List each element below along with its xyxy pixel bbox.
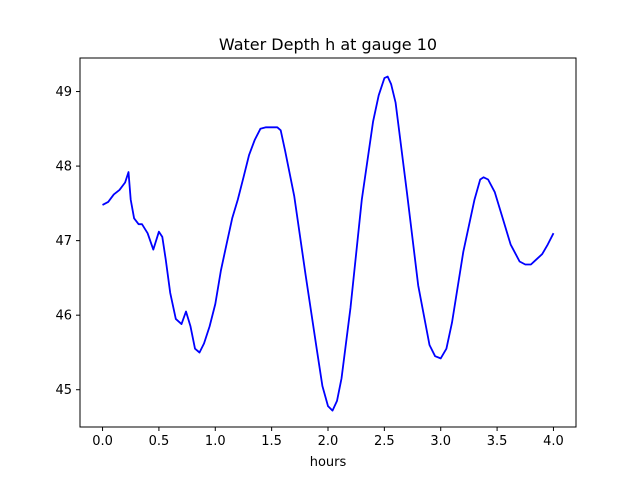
x-tick-label: 1.5 (261, 434, 282, 449)
y-tick-label: 49 (55, 85, 72, 100)
series-line (102, 75, 555, 412)
y-tick-label: 47 (55, 234, 72, 249)
x-tick-label: 2.0 (318, 434, 339, 449)
y-tick-label: 48 (55, 160, 72, 175)
x-tick-label: 3.0 (430, 434, 451, 449)
x-axis-label: hours (310, 455, 347, 470)
plot-frame (79, 57, 577, 428)
y-axis-ticks: 45 46 47 48 49 (55, 85, 80, 398)
x-tick-label: 1.0 (205, 434, 226, 449)
x-tick-label: 0.0 (92, 434, 113, 449)
x-axis-ticks: 0.0 0.5 1.0 1.5 2.0 2.5 3.0 3.5 4.0 (92, 427, 564, 449)
x-tick-label: 0.5 (149, 434, 170, 449)
y-tick-label: 46 (55, 309, 72, 324)
x-tick-label: 4.0 (543, 434, 564, 449)
chart-title: Water Depth h at gauge 10 (219, 35, 437, 54)
x-tick-label: 2.5 (374, 434, 395, 449)
y-tick-label: 45 (55, 383, 72, 398)
x-tick-label: 3.5 (487, 434, 508, 449)
